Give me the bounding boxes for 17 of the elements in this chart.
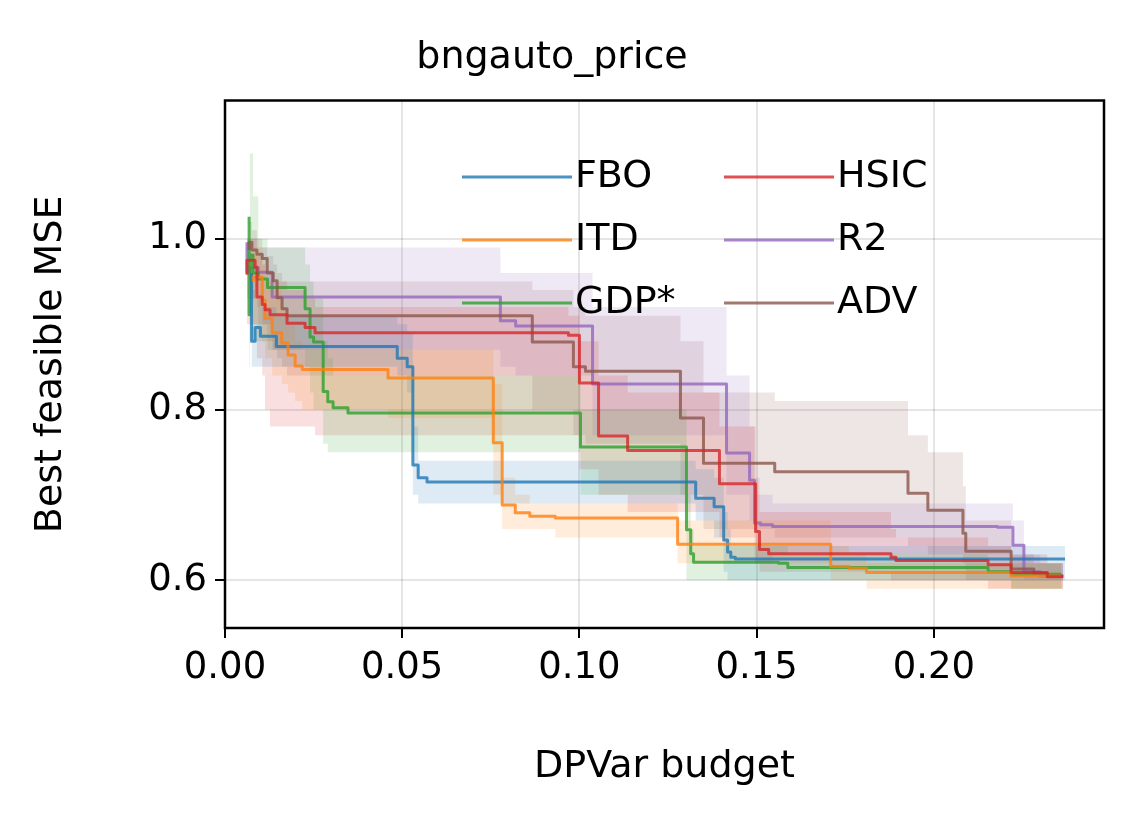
y-tick-label: 0.6 — [148, 555, 207, 599]
x-tick-label: 0.05 — [361, 643, 444, 687]
y-tick-label: 1.0 — [148, 214, 207, 258]
legend-label: FBO — [575, 151, 653, 196]
legend-label: HSIC — [837, 151, 928, 196]
chart-title: bngauto_price — [416, 32, 688, 77]
y-tick-label: 0.8 — [148, 385, 207, 429]
x-axis-title: DPVar budget — [534, 742, 795, 787]
x-tick-label: 0.00 — [183, 643, 267, 687]
legend-label: ADV — [837, 277, 918, 322]
legend-label: GDP* — [575, 277, 676, 322]
legend-label: R2 — [837, 214, 888, 259]
y-axis-title: Best feasible MSE — [25, 195, 70, 534]
legend-label: ITD — [575, 214, 639, 259]
x-tick-label: 0.15 — [715, 643, 798, 687]
x-tick-label: 0.20 — [892, 643, 976, 687]
x-tick-label: 0.10 — [538, 643, 621, 687]
